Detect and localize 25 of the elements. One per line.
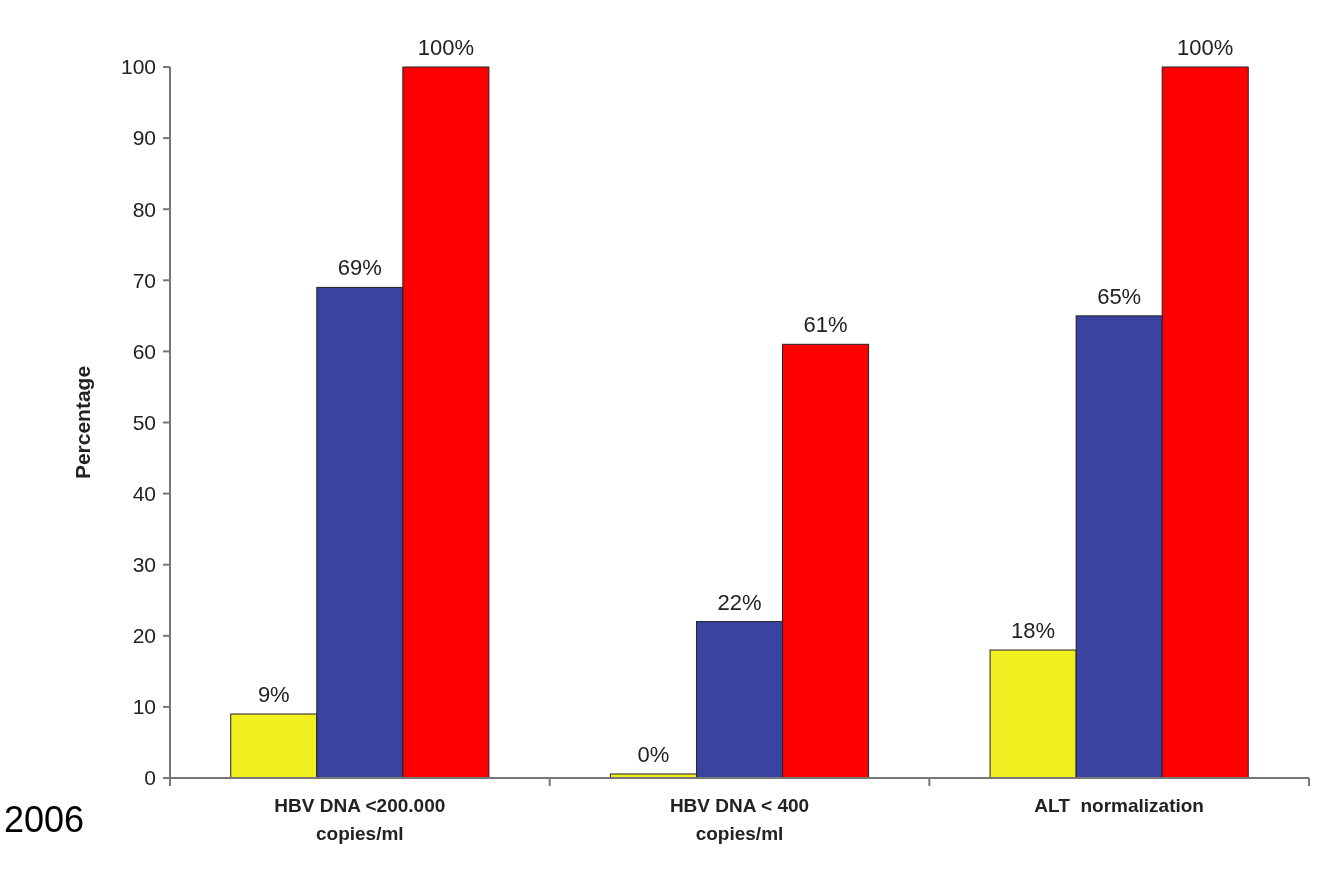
data-label: 9% [257, 682, 290, 708]
data-label: 61% [803, 312, 848, 338]
y-tick-label: 0 [144, 766, 156, 790]
y-tick-label: 70 [132, 268, 156, 292]
y-tick-label: 30 [132, 553, 156, 577]
y-tick-label: 20 [132, 624, 156, 648]
y-tick-label: 50 [132, 410, 156, 434]
y-tick-label: 10 [132, 695, 156, 719]
x-tick-label: HBV DNA <200.000 copies/ml [274, 795, 446, 844]
data-label: 0% [637, 742, 670, 767]
data-label: 100% [1177, 35, 1234, 60]
data-label: 22% [717, 589, 762, 615]
data-label: 65% [1097, 283, 1142, 309]
x-tick-label: HBV DNA < 400 copies/ml [669, 795, 810, 844]
y-tick-label: 100 [120, 55, 156, 79]
y-tick-label: 80 [132, 197, 156, 221]
data-label: 69% [337, 255, 382, 281]
data-label: 18% [1011, 618, 1056, 644]
x-tick-label: ALT normalization [1034, 795, 1204, 816]
data-label: 100% [417, 35, 475, 60]
text: 2006 [4, 799, 85, 840]
y-axis-title: Percentage [71, 365, 94, 480]
y-tick-label: 90 [132, 126, 156, 150]
y-tick-label: 60 [132, 339, 156, 363]
y-tick-label: 40 [132, 481, 156, 505]
